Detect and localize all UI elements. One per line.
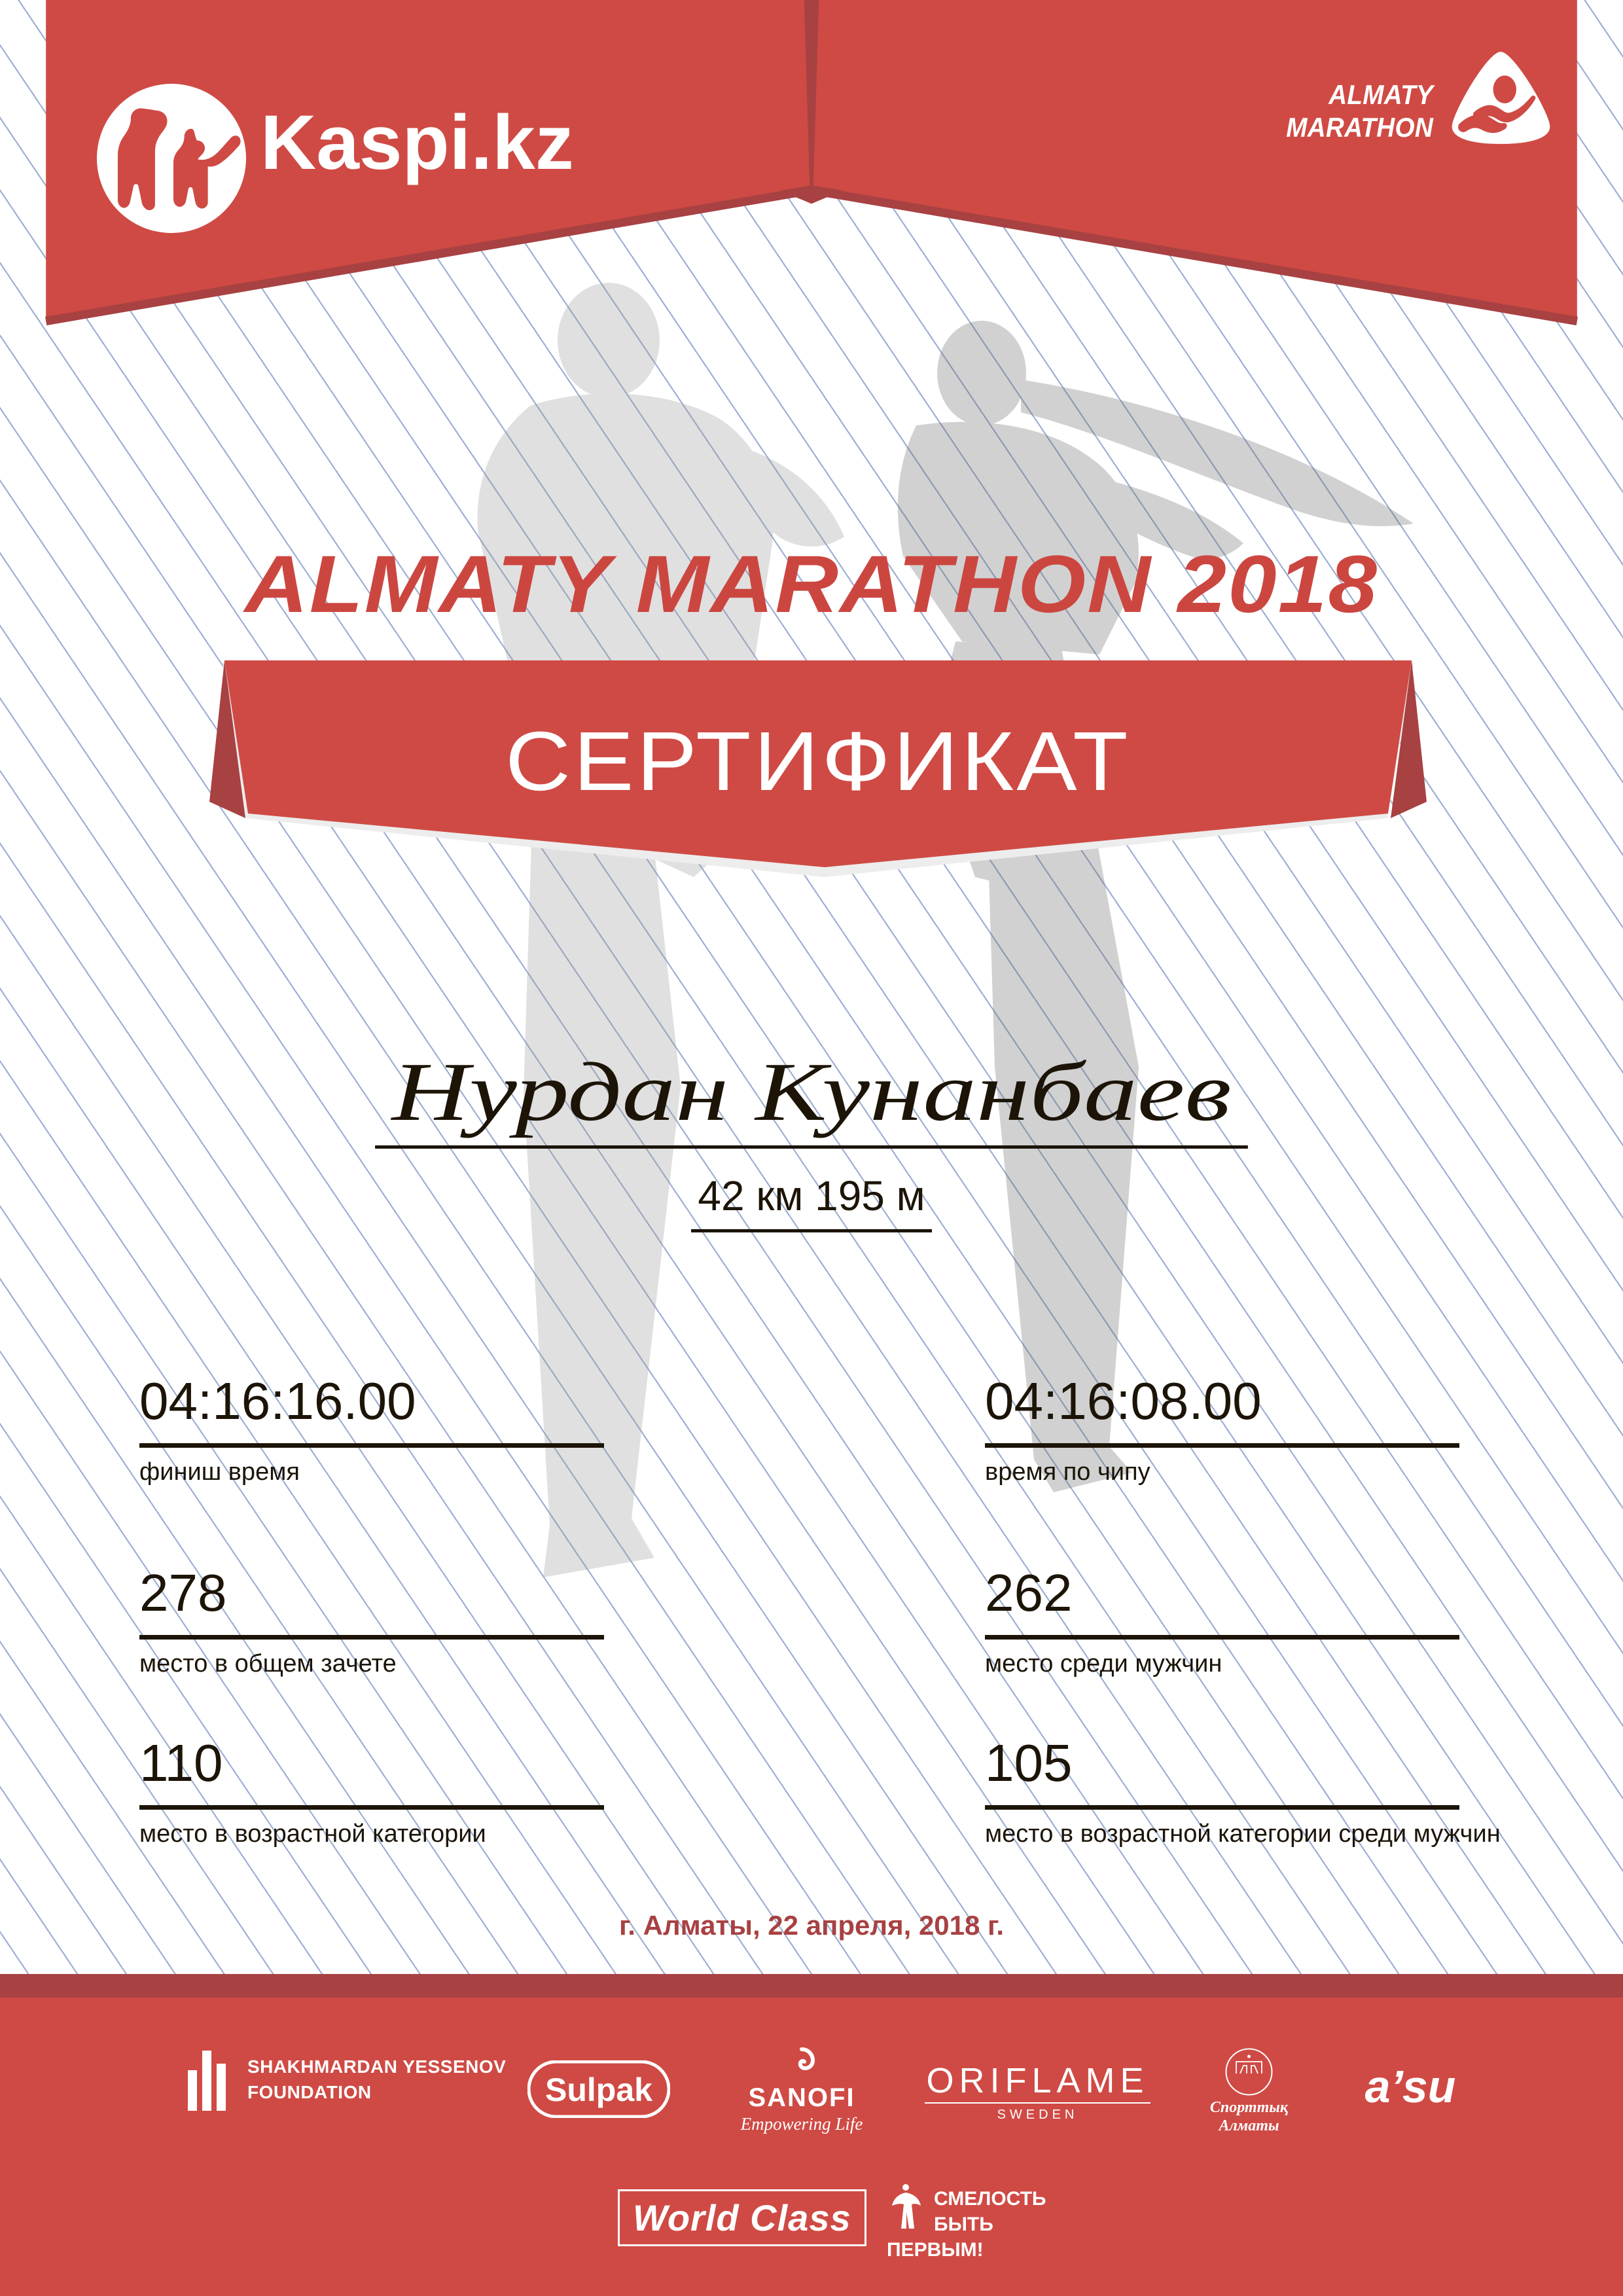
svg-text:Sulpak: Sulpak bbox=[545, 2072, 652, 2108]
